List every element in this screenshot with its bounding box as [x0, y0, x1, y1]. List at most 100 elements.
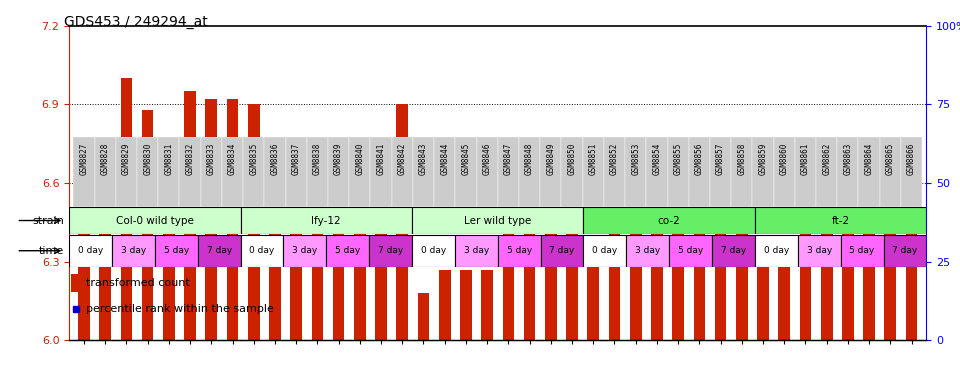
Bar — [883, 235, 926, 266]
Text: 0 day: 0 day — [592, 246, 617, 255]
Text: GSM8862: GSM8862 — [822, 143, 831, 175]
Bar — [158, 137, 180, 207]
Text: GSM8847: GSM8847 — [504, 143, 513, 175]
Text: 3 day: 3 day — [464, 246, 489, 255]
Bar — [879, 137, 900, 207]
Text: GSM8833: GSM8833 — [206, 143, 216, 175]
Text: GSM8864: GSM8864 — [865, 143, 874, 175]
Text: GSM8843: GSM8843 — [419, 143, 428, 175]
Bar — [201, 137, 222, 207]
Bar — [651, 214, 662, 340]
Text: lfy-12: lfy-12 — [311, 216, 341, 225]
Text: 5 day: 5 day — [163, 246, 189, 255]
Bar — [243, 137, 264, 207]
Bar — [736, 183, 748, 340]
Text: GSM8852: GSM8852 — [610, 143, 619, 175]
Bar — [584, 207, 755, 234]
Text: Col-0 wild type: Col-0 wild type — [116, 216, 194, 225]
Text: GSM8827: GSM8827 — [80, 143, 88, 175]
Bar — [566, 217, 578, 340]
Bar — [481, 270, 493, 340]
Bar — [418, 293, 429, 340]
Bar — [798, 235, 841, 266]
Bar — [137, 137, 158, 207]
Bar — [604, 137, 625, 207]
Bar — [396, 104, 408, 340]
Bar — [439, 270, 450, 340]
Bar — [99, 144, 111, 340]
Bar — [795, 137, 816, 207]
Text: GSM8848: GSM8848 — [525, 143, 534, 175]
Bar — [779, 243, 790, 340]
Text: GSM8851: GSM8851 — [588, 143, 598, 175]
Bar — [269, 196, 280, 340]
Bar — [498, 235, 540, 266]
Text: GSM8859: GSM8859 — [758, 143, 767, 175]
Text: GSM8841: GSM8841 — [376, 143, 386, 175]
Bar — [837, 137, 858, 207]
Text: GSM8845: GSM8845 — [462, 143, 470, 175]
Text: GSM8846: GSM8846 — [483, 143, 492, 175]
Text: GDS453 / 249294_at: GDS453 / 249294_at — [64, 15, 208, 29]
Bar — [370, 235, 412, 266]
Bar — [710, 137, 732, 207]
Bar — [307, 137, 328, 207]
Bar — [78, 144, 90, 340]
Bar — [121, 78, 132, 340]
Text: GSM8850: GSM8850 — [567, 143, 577, 175]
Bar — [732, 137, 753, 207]
Bar — [222, 137, 243, 207]
Bar — [609, 196, 620, 340]
Bar — [755, 235, 798, 266]
Bar — [71, 274, 80, 292]
Bar — [392, 137, 413, 207]
Bar — [524, 196, 536, 340]
Text: GSM8834: GSM8834 — [228, 143, 237, 175]
Bar — [755, 207, 926, 234]
Bar — [476, 137, 497, 207]
Text: GSM8842: GSM8842 — [397, 143, 407, 175]
Bar — [163, 144, 175, 340]
Bar — [455, 235, 498, 266]
Bar — [227, 99, 238, 340]
Text: 5 day: 5 day — [507, 246, 532, 255]
Bar — [333, 175, 345, 340]
Bar — [588, 257, 599, 340]
Text: GSM8853: GSM8853 — [631, 143, 640, 175]
Bar — [412, 207, 584, 234]
Text: percentile rank within the sample: percentile rank within the sample — [85, 304, 274, 314]
Bar — [205, 99, 217, 340]
Bar — [73, 137, 95, 207]
Text: 3 day: 3 day — [292, 246, 318, 255]
Text: GSM8860: GSM8860 — [780, 143, 789, 175]
Bar — [816, 137, 837, 207]
Bar — [69, 235, 112, 266]
Bar — [354, 170, 366, 340]
Text: Ler wild type: Ler wild type — [464, 216, 532, 225]
Text: 3 day: 3 day — [121, 246, 146, 255]
Bar — [248, 104, 259, 340]
Bar — [241, 235, 283, 266]
Bar — [460, 270, 471, 340]
Text: GSM8832: GSM8832 — [185, 143, 195, 175]
Bar — [312, 188, 324, 340]
Bar — [497, 137, 519, 207]
Bar — [540, 137, 562, 207]
Bar — [241, 207, 412, 234]
Bar — [375, 170, 387, 340]
Text: GSM8856: GSM8856 — [695, 143, 704, 175]
Bar — [412, 235, 455, 266]
Text: 7 day: 7 day — [206, 246, 231, 255]
Bar — [264, 137, 285, 207]
Bar — [112, 235, 155, 266]
Bar — [142, 109, 154, 340]
Bar — [290, 183, 302, 340]
Text: GSM8844: GSM8844 — [441, 143, 449, 175]
Bar — [669, 235, 712, 266]
Bar — [502, 188, 515, 340]
Text: GSM8838: GSM8838 — [313, 143, 322, 175]
Text: GSM8865: GSM8865 — [886, 143, 895, 175]
Text: GSM8858: GSM8858 — [737, 143, 746, 175]
Text: time: time — [39, 246, 64, 256]
Bar — [688, 137, 710, 207]
